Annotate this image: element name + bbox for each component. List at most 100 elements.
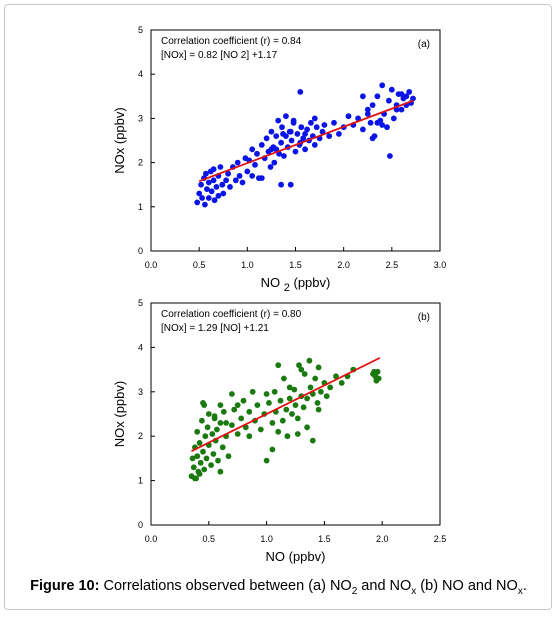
x-tick-label-b: 0.0 [145, 534, 158, 544]
data-point-a [379, 82, 386, 89]
data-point-a [258, 142, 265, 148]
x-tick-label-a: 0.5 [193, 260, 206, 270]
data-point-b [257, 426, 264, 433]
data-point-b [189, 455, 196, 462]
data-point-b [371, 368, 377, 375]
data-point-a [287, 128, 294, 135]
data-point-b [294, 431, 301, 437]
data-point-a [205, 179, 212, 186]
x-tick-label-b: 1.0 [260, 534, 273, 544]
data-point-a [278, 181, 284, 188]
data-point-b [263, 391, 270, 397]
x-tick-label-a: 1.5 [289, 260, 302, 270]
x-tick-label-b: 1.5 [318, 534, 331, 544]
annotation-b-2: [NOx] = 1.29 [NO] +1.21 [161, 323, 269, 334]
data-point-a [223, 177, 230, 184]
data-point-a [232, 177, 239, 184]
data-point-b [277, 397, 284, 404]
panel-label-b: (b) [418, 312, 430, 323]
data-point-a [311, 142, 318, 148]
data-point-a [311, 115, 318, 122]
figure-frame [4, 4, 552, 610]
data-point-a [369, 135, 376, 142]
data-point-a [217, 164, 224, 170]
data-point-a [254, 150, 260, 157]
data-point-a [304, 126, 310, 133]
data-point-b [208, 462, 215, 468]
data-point-b [296, 362, 302, 369]
y-tick-label-b: 4 [138, 342, 143, 352]
data-point-a [288, 137, 295, 144]
x-tick-label-a: 2.5 [386, 260, 399, 270]
data-point-a [379, 122, 386, 128]
data-point-b [246, 408, 253, 415]
data-point-a [387, 153, 393, 159]
data-point-b [210, 451, 217, 457]
x-axis-label-b: NO (ppbv) [266, 549, 326, 564]
data-point-a [336, 131, 342, 137]
data-point-a [204, 186, 210, 193]
data-point-a [208, 188, 215, 195]
data-point-a [213, 184, 220, 190]
data-point-b [283, 406, 290, 413]
data-point-a [374, 119, 381, 126]
data-point-a [199, 195, 206, 201]
data-point-b [275, 428, 282, 435]
plot-frame-b [150, 302, 441, 526]
data-point-b [204, 424, 211, 431]
data-point-a [345, 113, 352, 120]
data-point-a [194, 199, 201, 206]
data-point-b [229, 391, 235, 397]
y-tick-label-a: 0 [138, 246, 143, 256]
data-point-b [190, 464, 197, 471]
data-point-b [292, 402, 299, 408]
data-point-b [309, 437, 316, 444]
data-point-b [217, 468, 224, 475]
data-point-a [302, 146, 308, 153]
x-tick-label-b: 0.5 [203, 534, 216, 544]
data-point-a [406, 89, 413, 95]
data-point-b [254, 402, 261, 408]
y-axis-label-b: NOx (ppbv) [112, 381, 127, 447]
data-point-b [209, 431, 216, 437]
caption-text-1: Correlations observed between (a) NO [99, 578, 352, 594]
data-point-b [298, 366, 305, 373]
data-point-a [225, 170, 232, 177]
data-point-b [203, 455, 210, 462]
data-point-b [214, 426, 220, 433]
data-point-a [249, 146, 256, 153]
scatter-chart-b: 0.0 0.5 1.0 1.5 2.0 2.5 0 1 2 3 4 5 NO (ppbv) NOx (pp… [112, 298, 446, 564]
data-point-a [273, 133, 280, 140]
data-point-a [271, 159, 278, 166]
data-point-b [312, 375, 319, 382]
data-point-a [220, 190, 227, 197]
data-point-b [192, 475, 198, 482]
data-point-a [302, 131, 308, 137]
data-point-b [289, 411, 295, 417]
y-tick-label-b: 3 [138, 387, 143, 397]
data-point-b [219, 444, 226, 451]
data-point-a [202, 201, 208, 208]
data-point-b [281, 375, 287, 382]
data-point-b [223, 420, 230, 426]
data-point-a [298, 124, 305, 131]
data-point-a [360, 93, 366, 100]
data-point-b [199, 417, 205, 424]
x-axis-label-a: NO 2 (ppbv) [261, 275, 331, 294]
data-point-b [231, 406, 238, 413]
data-point-a [267, 164, 274, 170]
caption-sub-1: 2 [351, 585, 358, 597]
data-point-b [201, 466, 208, 473]
data-point-b [301, 371, 308, 377]
data-point-a [287, 181, 294, 188]
data-point-a [210, 177, 217, 184]
data-point-a [290, 117, 297, 124]
data-point-a [294, 131, 301, 137]
data-point-b [229, 422, 235, 428]
x-tick-label-a: 0.0 [145, 260, 158, 270]
data-point-a [263, 135, 270, 142]
data-point-a [331, 119, 337, 126]
data-point-b [234, 431, 241, 437]
data-point-b [300, 404, 307, 411]
data-point-b [202, 433, 209, 440]
